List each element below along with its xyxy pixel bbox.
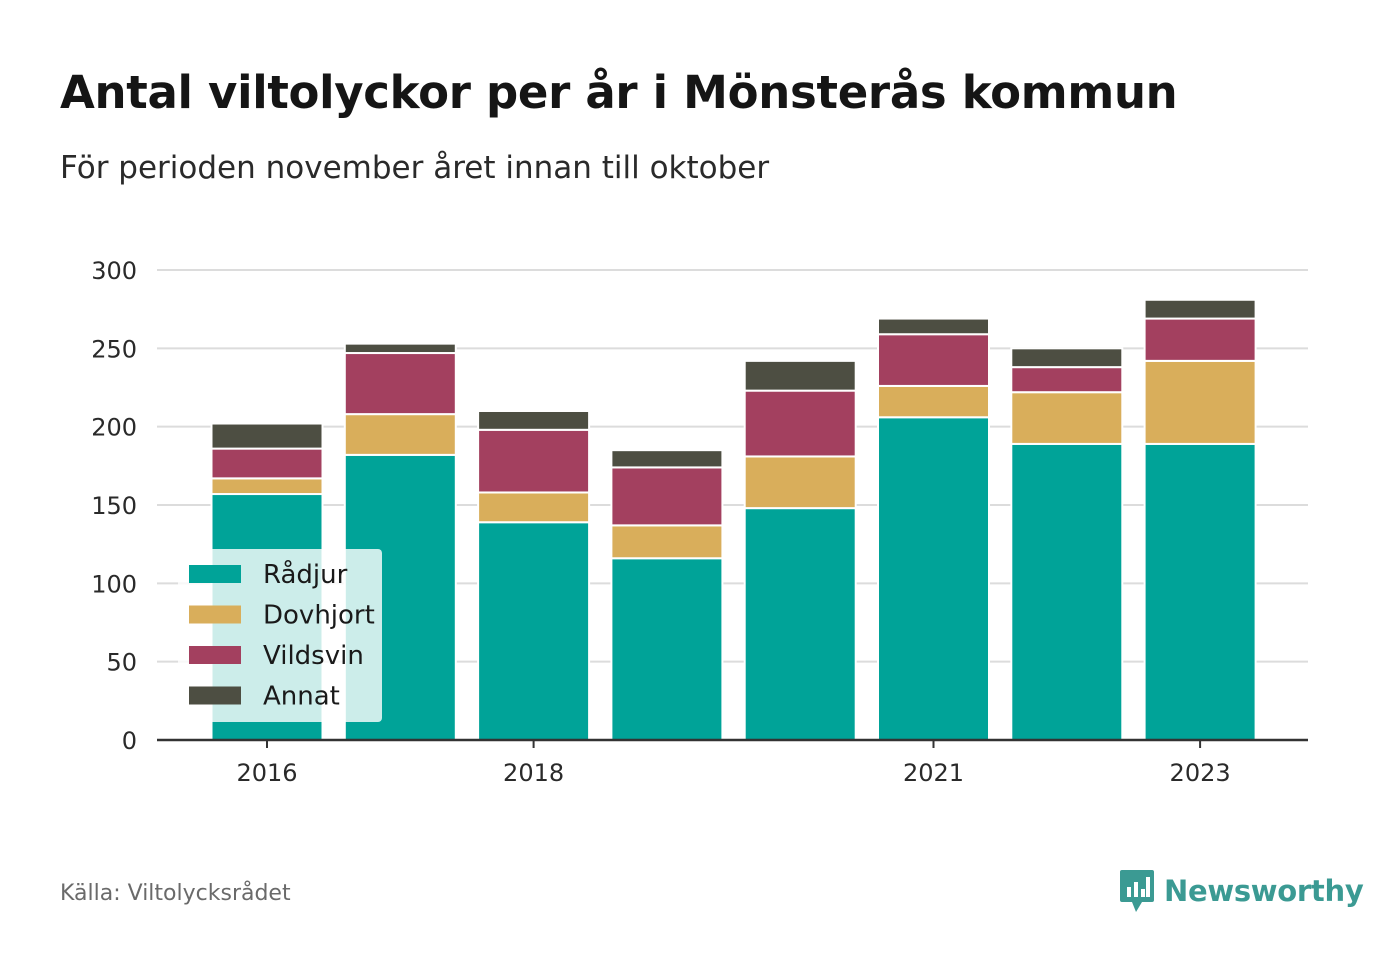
source-note: Källa: Viltolycksrådet <box>60 881 291 906</box>
y-tick-label: 0 <box>122 727 137 755</box>
bar-segment <box>210 477 324 496</box>
bar-segment <box>477 410 591 431</box>
bar-segment <box>610 557 724 741</box>
x-tick-label: 2023 <box>1170 759 1231 787</box>
legend-label: Vildsvin <box>263 641 364 671</box>
brand-logo: Newsworthy <box>1118 868 1364 914</box>
bar-segment <box>477 428 591 494</box>
bar-segment <box>743 507 857 741</box>
bar-segment <box>210 422 324 450</box>
bar-segment <box>343 413 457 456</box>
chart-subtitle: För perioden november året innan till ok… <box>60 150 770 186</box>
x-tick-label: 2018 <box>503 759 564 787</box>
legend-swatch <box>189 565 241 583</box>
bar-segment <box>1010 366 1124 394</box>
bar-segment <box>743 389 857 458</box>
bar-segment <box>610 524 724 560</box>
legend-box <box>178 549 382 722</box>
newsworthy-logo-icon <box>1120 870 1154 912</box>
bar-segment <box>210 447 324 480</box>
brand-name: Newsworthy <box>1164 874 1364 908</box>
bar-segment <box>343 342 457 355</box>
chart-title: Antal viltolyckor per år i Mönsterås kom… <box>60 66 1178 119</box>
x-tick-label: 2016 <box>236 759 297 787</box>
legend-swatch <box>189 646 241 664</box>
bar-segment <box>610 466 724 527</box>
bar-segment <box>477 491 591 524</box>
legend-label: Dovhjort <box>263 601 375 631</box>
bar-segment <box>1010 347 1124 369</box>
y-tick-label: 50 <box>106 649 137 677</box>
legend-swatch <box>189 686 241 705</box>
bar-segment <box>1010 391 1124 445</box>
bar-segment <box>743 359 857 392</box>
y-tick-label: 300 <box>91 257 137 285</box>
bar-segment <box>477 521 591 741</box>
bar-segment <box>1010 442 1124 741</box>
legend-swatch <box>189 605 241 624</box>
y-tick-label: 150 <box>91 492 137 520</box>
bar-segment <box>743 455 857 510</box>
bar-segment <box>877 317 990 336</box>
y-tick-label: 200 <box>91 414 137 442</box>
bar-segment <box>343 352 457 416</box>
x-tick-label: 2021 <box>903 759 964 787</box>
bar-segment <box>877 416 990 741</box>
bar-segment <box>1143 442 1257 741</box>
bar-segment <box>1143 317 1257 362</box>
y-tick-label: 100 <box>91 570 137 598</box>
legend-label: Annat <box>263 682 340 712</box>
bar-segment <box>877 384 990 419</box>
bar-segment <box>610 449 724 469</box>
bar-segment <box>877 333 990 387</box>
y-tick-label: 250 <box>91 335 137 363</box>
bar-segment <box>1143 298 1257 320</box>
legend-label: Rådjur <box>263 559 348 590</box>
bar-segment <box>1143 359 1257 445</box>
